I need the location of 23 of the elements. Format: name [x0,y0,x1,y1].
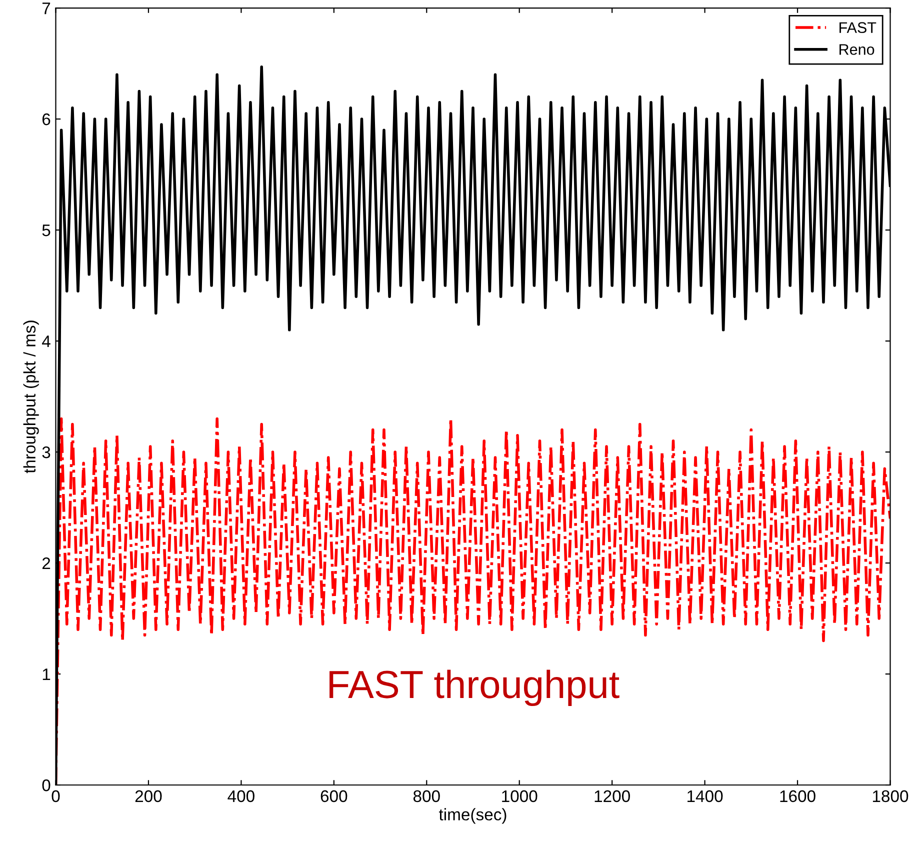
y-tick-label: 7 [42,2,50,14]
x-tick-label: 1000 [502,790,538,802]
y-tick-label: 3 [42,446,50,458]
x-tick-label: 1800 [872,790,908,802]
x-tick-label: 1600 [780,790,816,802]
y-tick-label: 0 [42,779,50,792]
x-tick-label: 600 [320,790,348,802]
x-tick-label: 200 [135,790,162,802]
annotation: FAST throughput [330,670,620,706]
x-tick-label: 0 [52,790,60,802]
legend-label: FAST [840,22,876,33]
x-tick-label: 800 [413,790,440,802]
y-axis-title: throughput (pkt / ms) [23,320,39,474]
x-tick-label: 1400 [688,790,723,802]
y-tick-label: 1 [42,668,50,680]
y-tick-label: 2 [42,557,50,570]
y-tick-label: 4 [42,336,50,348]
y-tick-label: 5 [42,224,50,236]
x-tick-label: 400 [228,790,254,802]
x-tick-label: 1200 [594,790,630,802]
y-tick-label: 6 [42,113,50,126]
legend-label: Reno [840,44,874,55]
x-axis-title: time(sec) [438,808,506,824]
